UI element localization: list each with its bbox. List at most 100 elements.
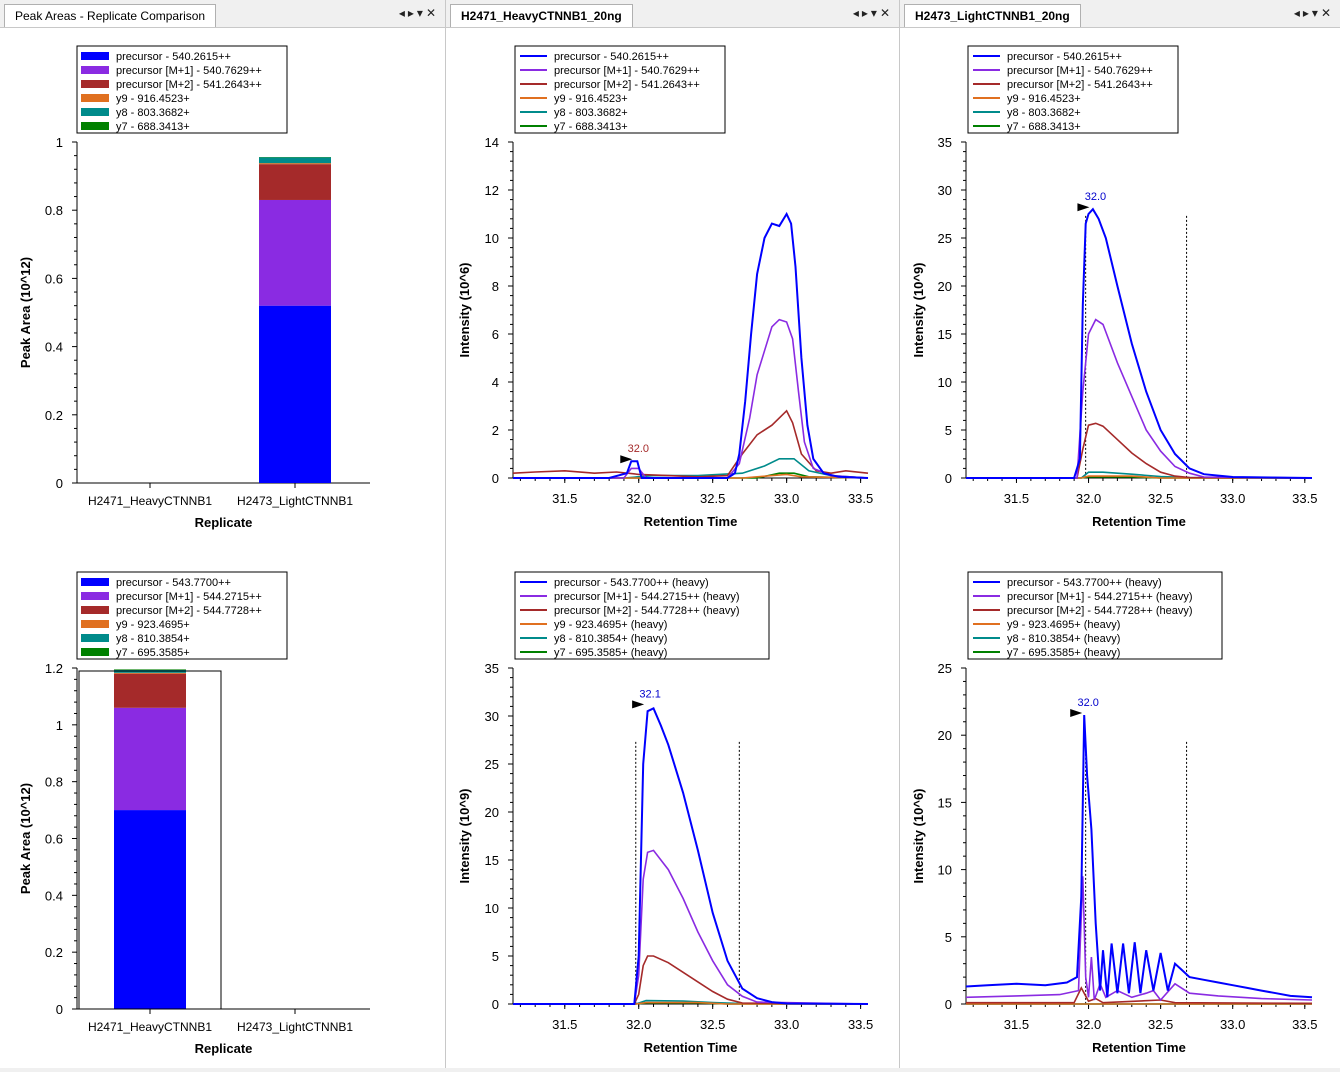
y-tick-label: 10 — [485, 901, 499, 916]
scroll-left-icon[interactable]: ◂ — [398, 6, 408, 20]
scroll-right-icon[interactable]: ▸ — [407, 6, 417, 20]
legend-swatch — [81, 66, 109, 74]
chromatogram-trace — [965, 876, 1313, 1002]
y-tick-label: 0.6 — [45, 832, 63, 847]
tabstrip: H2473_LightCTNNB1_20ng ◂▸▾✕ — [900, 0, 1340, 28]
tab-peak-areas[interactable]: Peak Areas - Replicate Comparison — [4, 4, 217, 27]
x-tick-label: 31.5 — [552, 491, 577, 506]
peak-marker-icon — [620, 455, 633, 464]
y-tick-label: 25 — [485, 757, 499, 772]
close-icon[interactable]: ✕ — [425, 6, 439, 20]
legend-entry: precursor - 543.7700++ (heavy) — [1007, 577, 1162, 589]
dropdown-icon[interactable]: ▾ — [870, 6, 880, 20]
x-tick-label: 33.5 — [1292, 491, 1317, 506]
legend-entry: precursor [M+1] - 540.7629++ — [1007, 65, 1153, 77]
bar-segment — [114, 810, 186, 1009]
legend-entry: precursor - 543.7700++ (heavy) — [554, 577, 709, 589]
y-axis-label: Intensity (10^9) — [457, 788, 472, 883]
legend-entry: precursor [M+2] - 541.2643++ — [554, 79, 700, 91]
x-axis-label: Retention Time — [1092, 514, 1186, 529]
x-axis-label: Replicate — [195, 1041, 253, 1056]
scroll-left-icon[interactable]: ◂ — [1293, 6, 1303, 20]
legend-entry: y7 - 695.3585+ (heavy) — [554, 647, 667, 659]
chromatogram-trace — [966, 318, 1313, 479]
y-tick-label: 4 — [492, 375, 499, 390]
legend-entry: precursor [M+1] - 544.2715++ (heavy) — [1007, 591, 1193, 603]
scroll-right-icon[interactable]: ▸ — [861, 6, 871, 20]
y-tick-label: 10 — [938, 375, 952, 390]
bar-segment — [259, 163, 331, 165]
bar-segment — [114, 672, 186, 674]
legend-box — [76, 45, 288, 134]
tab-controls[interactable]: ◂▸▾✕ — [1294, 6, 1334, 20]
y-tick-label: 25 — [938, 231, 952, 246]
x-tick-label: 32.5 — [700, 1017, 725, 1032]
x-tick-label: H2471_HeavyCTNNB1 — [88, 494, 212, 508]
tab-controls[interactable]: ◂▸▾✕ — [853, 6, 893, 20]
bar-segment — [259, 305, 331, 483]
legend-swatch — [81, 634, 109, 642]
tab-controls[interactable]: ◂▸▾✕ — [399, 6, 439, 20]
x-tick-label: 32.0 — [1076, 491, 1101, 506]
y-tick-label: 0.8 — [45, 775, 63, 790]
chromatogram-heavy-heavy-peptide[interactable]: precursor - 543.7700++ (heavy) precursor … — [446, 553, 899, 1063]
y-tick-label: 0.4 — [45, 888, 63, 903]
legend-entry: y8 - 803.3682+ — [116, 107, 190, 119]
y-tick-label: 20 — [938, 728, 952, 743]
peak-area-chart-light[interactable]: precursor - 540.2615++ precursor [M+1] - … — [0, 27, 445, 537]
scroll-left-icon[interactable]: ◂ — [852, 6, 862, 20]
x-tick-label: 33.0 — [774, 491, 799, 506]
chromatogram-light-heavy-peptide[interactable]: precursor - 543.7700++ (heavy) precursor … — [900, 553, 1340, 1063]
y-axis-label: Intensity (10^9) — [911, 262, 926, 357]
y-tick-label: 1 — [56, 718, 63, 733]
dropdown-icon[interactable]: ▾ — [1311, 6, 1321, 20]
tab-heavy-replicate[interactable]: H2471_HeavyCTNNB1_20ng — [450, 4, 633, 27]
chromatogram-heavy-light-peptide[interactable]: precursor - 540.2615++ precursor [M+1] - … — [446, 27, 899, 537]
chromatogram-trace — [966, 207, 1313, 479]
chromatogram-trace — [513, 849, 869, 1005]
chromatogram-trace — [513, 457, 869, 479]
peak-retention-label: 32.0 — [1078, 697, 1099, 709]
peak-retention-label: 32.1 — [639, 688, 660, 700]
bar-segment — [114, 707, 186, 811]
y-axis-label: Intensity (10^6) — [911, 788, 926, 883]
close-icon[interactable]: ✕ — [1320, 6, 1334, 20]
close-icon[interactable]: ✕ — [879, 6, 893, 20]
peak-area-chart-heavy[interactable]: precursor - 543.7700++ precursor [M+1] - … — [0, 553, 445, 1063]
legend-entry: precursor [M+1] - 544.2715++ — [116, 591, 262, 603]
legend-entry: precursor [M+1] - 544.2715++ (heavy) — [554, 591, 740, 603]
legend-entry: precursor [M+2] - 544.7728++ (heavy) — [554, 605, 740, 617]
legend-entry: y7 - 695.3585+ (heavy) — [1007, 647, 1120, 659]
y-tick-label: 0 — [945, 997, 952, 1012]
chromatogram-trace — [513, 955, 869, 1005]
x-tick-label: 33.0 — [1220, 491, 1245, 506]
y-tick-label: 1 — [56, 135, 63, 150]
peak-retention-label: 32.0 — [628, 443, 649, 455]
legend-swatch — [81, 52, 109, 60]
x-axis-label: Retention Time — [644, 1040, 738, 1055]
bar-segment — [114, 669, 186, 670]
dropdown-icon[interactable]: ▾ — [416, 6, 426, 20]
x-tick-label: H2473_LightCTNNB1 — [237, 1020, 353, 1034]
y-axis-label: Intensity (10^6) — [457, 262, 472, 357]
y-tick-label: 0 — [56, 476, 63, 491]
y-tick-label: 0 — [56, 1002, 63, 1017]
y-tick-label: 1.2 — [45, 661, 63, 676]
legend-entry: y7 - 695.3585+ — [116, 647, 190, 659]
chromatogram-light-light-peptide[interactable]: precursor - 540.2615++ precursor [M+1] - … — [900, 27, 1340, 537]
scroll-right-icon[interactable]: ▸ — [1302, 6, 1312, 20]
legend-entry: y8 - 803.3682+ — [1007, 107, 1081, 119]
legend-entry: y8 - 810.3854+ (heavy) — [554, 633, 667, 645]
y-tick-label: 35 — [938, 135, 952, 150]
bar-segment — [259, 164, 331, 200]
x-tick-label: 33.0 — [1220, 1017, 1245, 1032]
y-tick-label: 25 — [938, 661, 952, 676]
peak-marker-icon — [1070, 709, 1083, 718]
peak-marker-icon — [632, 700, 645, 709]
chromatogram-trace — [965, 714, 1313, 999]
legend-box — [514, 571, 770, 660]
y-tick-label: 5 — [492, 949, 499, 964]
y-tick-label: 20 — [938, 279, 952, 294]
tab-light-replicate[interactable]: H2473_LightCTNNB1_20ng — [904, 4, 1081, 27]
y-tick-label: 0.4 — [45, 340, 63, 355]
